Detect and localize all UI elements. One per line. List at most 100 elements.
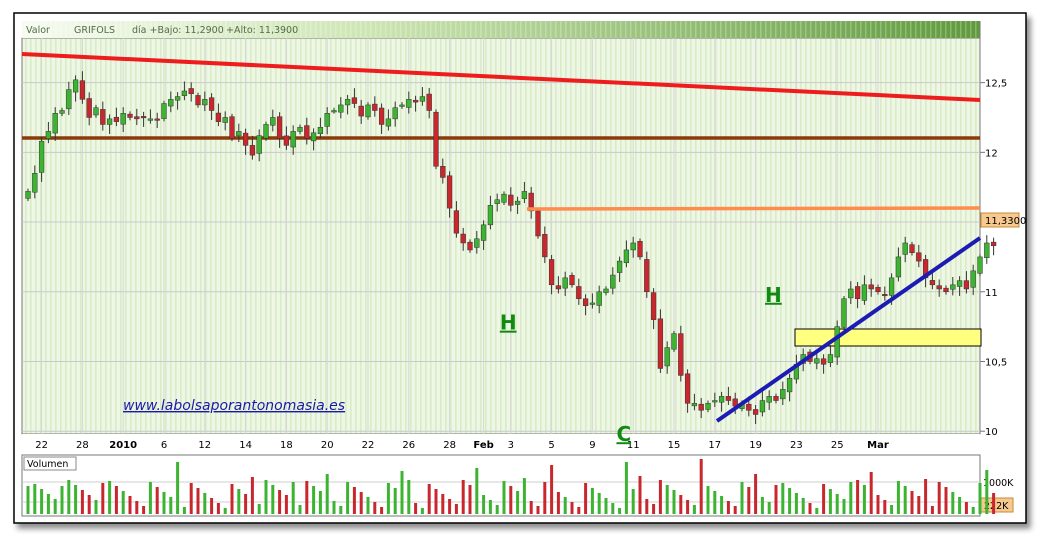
candle-body	[392, 107, 398, 120]
volume-bar	[604, 498, 608, 514]
volume-bar	[828, 489, 832, 514]
volume-bar	[128, 496, 132, 514]
date-tick-label: 14	[239, 440, 252, 451]
candle-body	[426, 93, 432, 111]
date-tick-label: 6	[161, 440, 167, 451]
volume-bar	[883, 500, 887, 514]
volume-bar	[87, 495, 91, 514]
candle-body	[786, 377, 793, 393]
date-tick-label: 25	[831, 440, 844, 451]
volume-bar	[584, 483, 588, 514]
date-tick-label: 9	[589, 440, 595, 451]
candle-body	[650, 292, 657, 320]
candle-body	[752, 409, 759, 415]
candle-body	[242, 132, 249, 146]
candle-body	[45, 131, 52, 139]
volume-bar	[856, 480, 860, 514]
candle-body	[637, 241, 643, 258]
volume-bar	[529, 501, 533, 514]
volume-bar	[448, 499, 452, 514]
candle-body	[684, 373, 691, 404]
volume-bar	[380, 507, 384, 514]
candle-body	[936, 285, 942, 290]
volume-bar	[142, 506, 146, 514]
candle-body	[603, 288, 609, 293]
volume-bar	[502, 481, 506, 514]
candle-body	[127, 113, 133, 118]
uptrend-line	[715, 236, 982, 423]
volume-bar	[203, 493, 207, 514]
candle-body	[562, 277, 568, 289]
candle-body	[555, 285, 562, 290]
volume-bar	[713, 491, 717, 514]
candle-body	[610, 274, 616, 289]
candle-body	[480, 224, 487, 241]
candle-body	[93, 107, 99, 116]
candle-body	[378, 107, 385, 125]
candle-body	[664, 347, 670, 367]
volume-bar	[747, 487, 751, 514]
candle-body	[460, 233, 466, 244]
volume-bar	[101, 483, 105, 514]
volume-bar	[312, 486, 316, 514]
date-tick-label: 5	[548, 440, 554, 451]
candle-body	[297, 126, 303, 132]
volume-bar	[244, 494, 248, 514]
volume-bar	[488, 500, 492, 514]
volume-bar	[781, 483, 785, 514]
volume-bar	[577, 507, 581, 514]
date-tick-label: 2010	[109, 440, 137, 451]
volume-bar	[754, 474, 758, 514]
resistance-trendline	[21, 52, 981, 102]
volume-bar	[434, 489, 438, 514]
volume-bar	[60, 486, 64, 514]
candle-body	[59, 110, 65, 114]
volume-bar	[346, 482, 350, 514]
candle-body	[514, 200, 521, 205]
volume-bar	[366, 497, 370, 514]
volume-bar	[903, 486, 907, 514]
volume-bar	[835, 494, 839, 514]
volume-bar	[135, 501, 139, 514]
volume-bar	[679, 495, 683, 514]
candle-body	[902, 242, 908, 255]
volume-bar	[808, 503, 812, 514]
volume-bar	[971, 507, 975, 514]
volume-bar	[339, 506, 343, 514]
volume-bar	[74, 485, 78, 514]
volume-bar	[373, 502, 377, 514]
candle-body	[372, 103, 378, 111]
date-tick-label: 20	[321, 440, 334, 451]
candle-body	[746, 403, 752, 411]
date-tick-label: 17	[708, 440, 721, 451]
candle-body	[304, 125, 310, 139]
date-tick-label: 22	[362, 440, 375, 451]
watermark-link[interactable]: www.labolsaporantonomasia.es	[123, 398, 345, 414]
volume-bar	[189, 483, 193, 514]
candle-body	[66, 89, 72, 110]
date-tick-label: 11	[627, 440, 640, 451]
volume-bar	[686, 500, 690, 514]
candle-body	[310, 132, 317, 142]
candle-body	[759, 400, 766, 413]
candle-body	[678, 333, 684, 376]
candle-body	[494, 199, 500, 204]
volume-bar	[169, 497, 173, 514]
date-tick-label: 12	[198, 440, 211, 451]
volume-bar	[699, 459, 703, 514]
candle-body	[582, 298, 589, 306]
candle-body	[487, 205, 494, 226]
candle-body	[589, 302, 596, 305]
last-price-box	[980, 212, 1020, 228]
candle-body	[691, 403, 698, 407]
candle-body	[174, 96, 181, 101]
volume-bar	[937, 482, 941, 514]
volume-bar	[407, 480, 411, 514]
candle-body	[834, 326, 840, 358]
volume-bar	[951, 492, 955, 514]
volume-bar	[264, 480, 268, 514]
volume-bar	[910, 491, 914, 514]
volume-bar	[958, 497, 962, 514]
volume-bar	[822, 484, 826, 514]
candle-body	[623, 249, 630, 264]
